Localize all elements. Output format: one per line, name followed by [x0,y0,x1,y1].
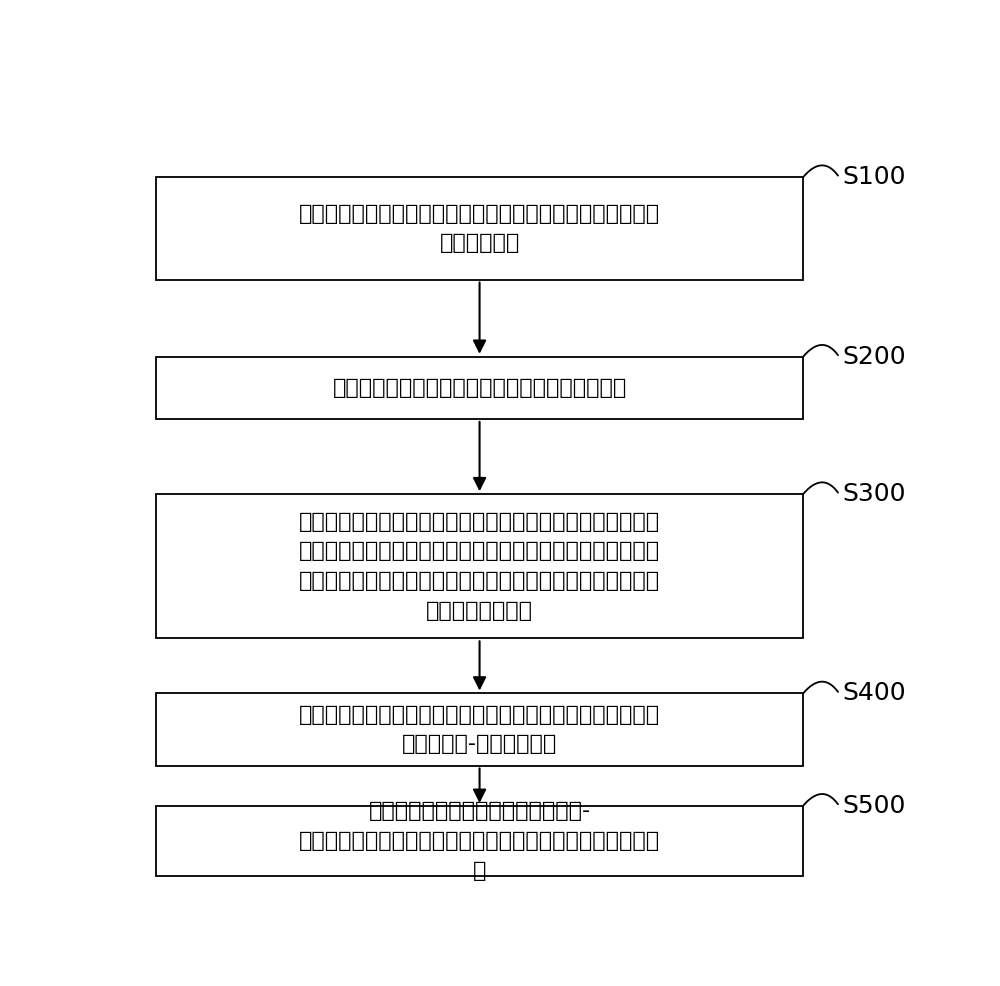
Text: 根据划分的网格对所述欧拉模型和拉格朗日模型进行装配，得
到耦合欧拉-拉格朗日模型: 根据划分的网格对所述欧拉模型和拉格朗日模型进行装配，得 到耦合欧拉-拉格朗日模型 [299,705,660,754]
Text: S400: S400 [842,681,906,705]
Text: 根据预设的加工条件，利用耦合欧拉-
拉格朗日模型模拟刀具切削工件的过程，以实现残余应力的提
取: 根据预设的加工条件，利用耦合欧拉- 拉格朗日模型模拟刀具切削工件的过程，以实现残… [299,802,660,880]
Text: S500: S500 [842,794,905,817]
Bar [156,494,803,638]
Text: S200: S200 [842,345,906,369]
Bar [156,806,803,877]
Text: 根据实际刀具的刀具参数建立刀具的拉格朗日模型，其中，所
述刀具为刚体: 根据实际刀具的刀具参数建立刀具的拉格朗日模型，其中，所 述刀具为刚体 [299,203,660,253]
Text: S100: S100 [842,166,905,189]
Bar [156,357,803,419]
Text: 根据实际工件的工件加工参数建立工件的欧拉模型: 根据实际工件的工件加工参数建立工件的欧拉模型 [332,378,627,397]
Bar [156,177,803,280]
Text: 对所述拉格朗日模型和欧拉模型进行网格划分，其中，所述欧
拉模型采用八结点热耦合纯属欧拉六面体单元，所述拉格朗日
模型采用八结点热耦合六面体单元，所述拉格朗日模型: 对所述拉格朗日模型和欧拉模型进行网格划分，其中，所述欧 拉模型采用八结点热耦合纯… [299,512,660,620]
Bar [156,693,803,765]
Text: S300: S300 [842,482,905,506]
